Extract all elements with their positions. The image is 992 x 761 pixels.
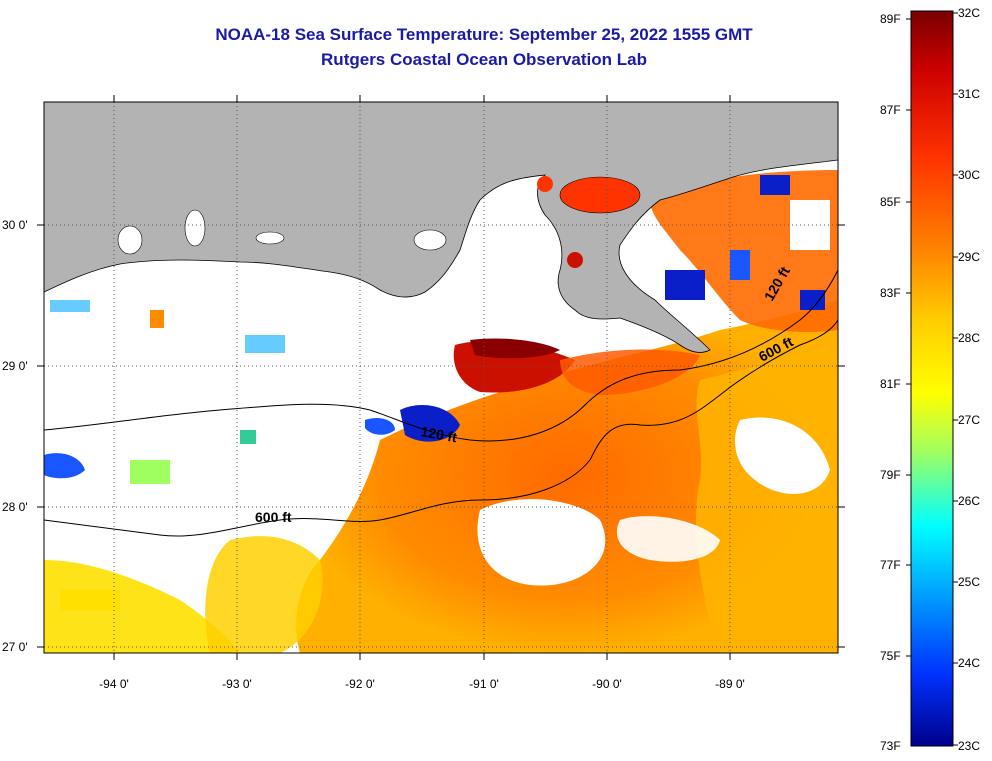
map-frame: [43, 101, 839, 654]
colorbar-f-label: 83F: [880, 286, 901, 300]
longitude-labels: -94 0' -93 0' -92 0' -91 0' -90 0' -89 0…: [99, 677, 745, 691]
axis-ticks: [37, 95, 845, 660]
yellow-water-mid: [205, 536, 323, 653]
sst-pixel-patch: [60, 590, 120, 610]
sst-pixel-patch: [50, 300, 90, 312]
warm-coastal-band: [560, 349, 700, 395]
latitude-labels: 30 0' 29 0' 28 0' 27 0': [2, 218, 28, 654]
cool-water-patch: [400, 405, 460, 442]
colorbar-f-label: 77F: [880, 558, 901, 572]
map-subtitle: Rutgers Coastal Ocean Observation Lab: [321, 50, 647, 69]
colorbar-f-label: 81F: [880, 377, 901, 391]
lon-label: -93 0': [222, 677, 252, 691]
cool-water-patch: [730, 250, 750, 280]
sst-pixel-patch: [150, 310, 164, 328]
colorbar-c-label: 26C: [958, 494, 980, 508]
lat-label: 28 0': [2, 500, 28, 514]
colorbar-c-label: 27C: [958, 413, 980, 427]
coastal-feature: [413, 229, 447, 251]
colorbar-c-label: 24C: [958, 656, 980, 670]
contour-label: 600 ft: [255, 509, 292, 525]
lon-label: -89 0': [715, 677, 745, 691]
colorbar-c-label: 28C: [958, 331, 980, 345]
colorbar-c-label: 23C: [958, 739, 980, 753]
cool-water-patch: [44, 453, 85, 479]
coastal-feature: [117, 225, 143, 255]
map-title: NOAA-18 Sea Surface Temperature: Septemb…: [215, 25, 753, 44]
hot-water-patch: [470, 338, 560, 359]
cool-water-patch: [665, 270, 705, 300]
colorbar-f-labels: 89F 87F 85F 83F 81F 79F 77F 75F 73F: [880, 12, 901, 753]
lat-label: 27 0': [2, 640, 28, 654]
graticule: [44, 102, 838, 653]
contour-label: 120 ft: [419, 423, 458, 445]
coastal-feature: [184, 209, 206, 247]
lake-sst: [537, 176, 553, 192]
cool-water-patch: [760, 175, 790, 195]
colorbar-f-label: 87F: [880, 103, 901, 117]
contour-120ft: [43, 269, 839, 442]
sst-pixel-patch: [245, 335, 285, 353]
lon-label: -92 0': [345, 677, 375, 691]
colorbar: [910, 10, 954, 747]
sst-field: [44, 170, 838, 653]
contour-600ft: [43, 319, 839, 537]
colorbar-c-label: 32C: [958, 6, 980, 20]
lat-label: 29 0': [2, 359, 28, 373]
cool-water-patch: [365, 418, 395, 435]
colorbar-c-label: 29C: [958, 250, 980, 264]
colorbar-c-label: 30C: [958, 168, 980, 182]
lake-sst: [559, 176, 641, 214]
colorbar-c-labels: 32C 31C 30C 29C 28C 27C 26C 25C 24C 23C: [958, 6, 980, 753]
colorbar-c-label: 25C: [958, 575, 980, 589]
colorbar-c-label: 31C: [958, 87, 980, 101]
yellow-water-sw: [44, 560, 240, 653]
colorbar-f-label: 89F: [880, 12, 901, 26]
lat-label: 30 0': [2, 218, 28, 232]
colorbar-ticks: [906, 12, 958, 746]
yellow-water-east: [696, 340, 838, 653]
cloud-patch: [616, 516, 720, 562]
lon-label: -90 0': [592, 677, 622, 691]
colorbar-f-label: 85F: [880, 195, 901, 209]
lon-label: -91 0': [469, 677, 499, 691]
colorbar-f-label: 75F: [880, 649, 901, 663]
sst-pixel-patch: [240, 430, 256, 444]
lon-label: -94 0': [99, 677, 129, 691]
lake-sst: [567, 252, 583, 268]
coastal-feature: [255, 231, 285, 245]
cloud-patch: [735, 417, 830, 494]
cloud-patch: [477, 499, 606, 586]
sst-pixel-patch: [130, 460, 170, 484]
colorbar-f-label: 73F: [880, 739, 901, 753]
cool-water-patch: [800, 290, 825, 310]
colorbar-f-label: 79F: [880, 468, 901, 482]
land-mass: [43, 101, 839, 353]
